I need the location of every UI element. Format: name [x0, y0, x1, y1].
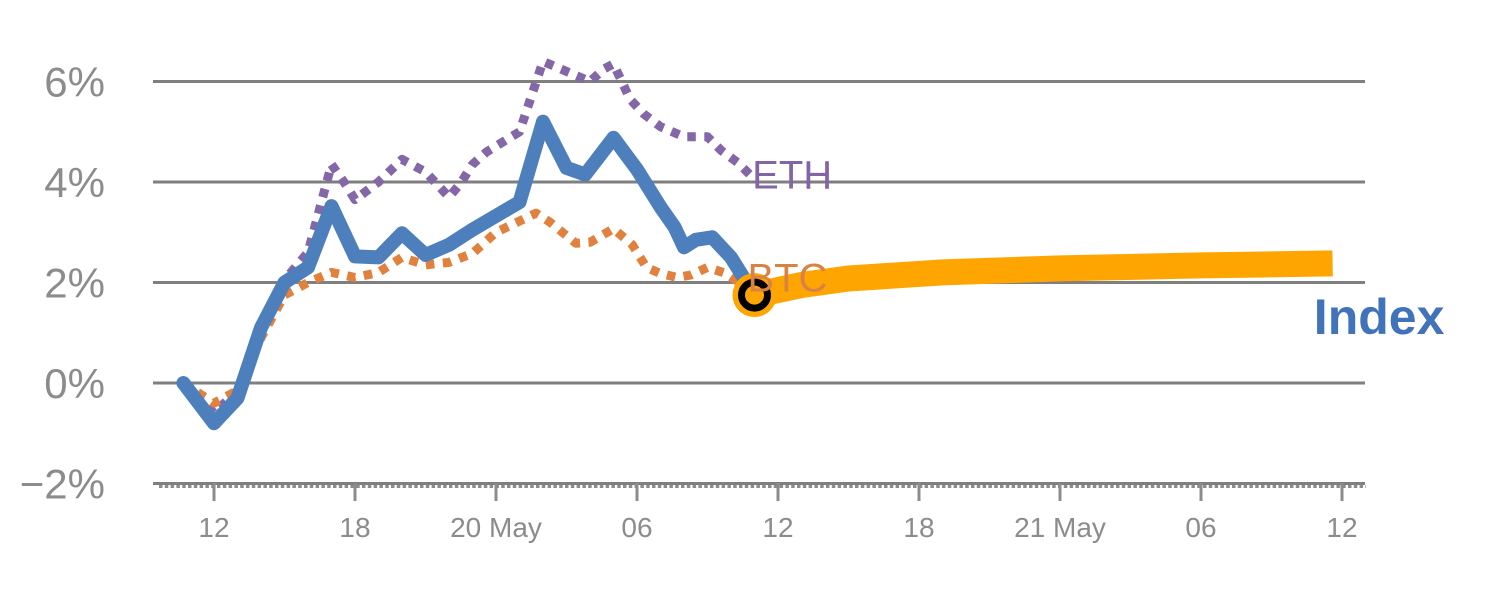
series-labels-group: ETH BTC Index: [747, 153, 1444, 345]
x-tick-label: 06: [621, 512, 652, 543]
x-tick-label: 12: [762, 512, 793, 543]
now-marker-ring: [738, 278, 771, 312]
y-tick-label: −2%: [20, 461, 105, 508]
x-tick-label: 12: [198, 512, 229, 543]
axis-group: 6% 4% 2% 0% −2% 12 18 20 May 06 12 18 21 May 06 12: [20, 59, 1366, 543]
x-tick-label: 12: [1326, 512, 1357, 543]
x-tick-label: 21 May: [1014, 512, 1106, 543]
series-btc-line: [180, 208, 755, 408]
series-label-eth: ETH: [752, 153, 832, 197]
y-tick-label: 4%: [44, 159, 105, 206]
series-index-projection-line: [751, 250, 1333, 308]
x-tick-label: 06: [1185, 512, 1216, 543]
series-group: [176, 56, 1333, 431]
y-tick-label: 2%: [44, 260, 105, 307]
y-tick-label: 0%: [44, 360, 105, 407]
series-eth-line: [180, 56, 753, 418]
series-label-index: Index: [1314, 289, 1445, 345]
series-index-line: [176, 114, 762, 431]
now-marker-group: [738, 278, 771, 312]
series-label-btc: BTC: [747, 256, 827, 300]
x-tick-label: 18: [339, 512, 370, 543]
y-tick-label: 6%: [44, 59, 105, 106]
x-tick-label: 18: [903, 512, 934, 543]
x-tick-label: 20 May: [450, 512, 542, 543]
